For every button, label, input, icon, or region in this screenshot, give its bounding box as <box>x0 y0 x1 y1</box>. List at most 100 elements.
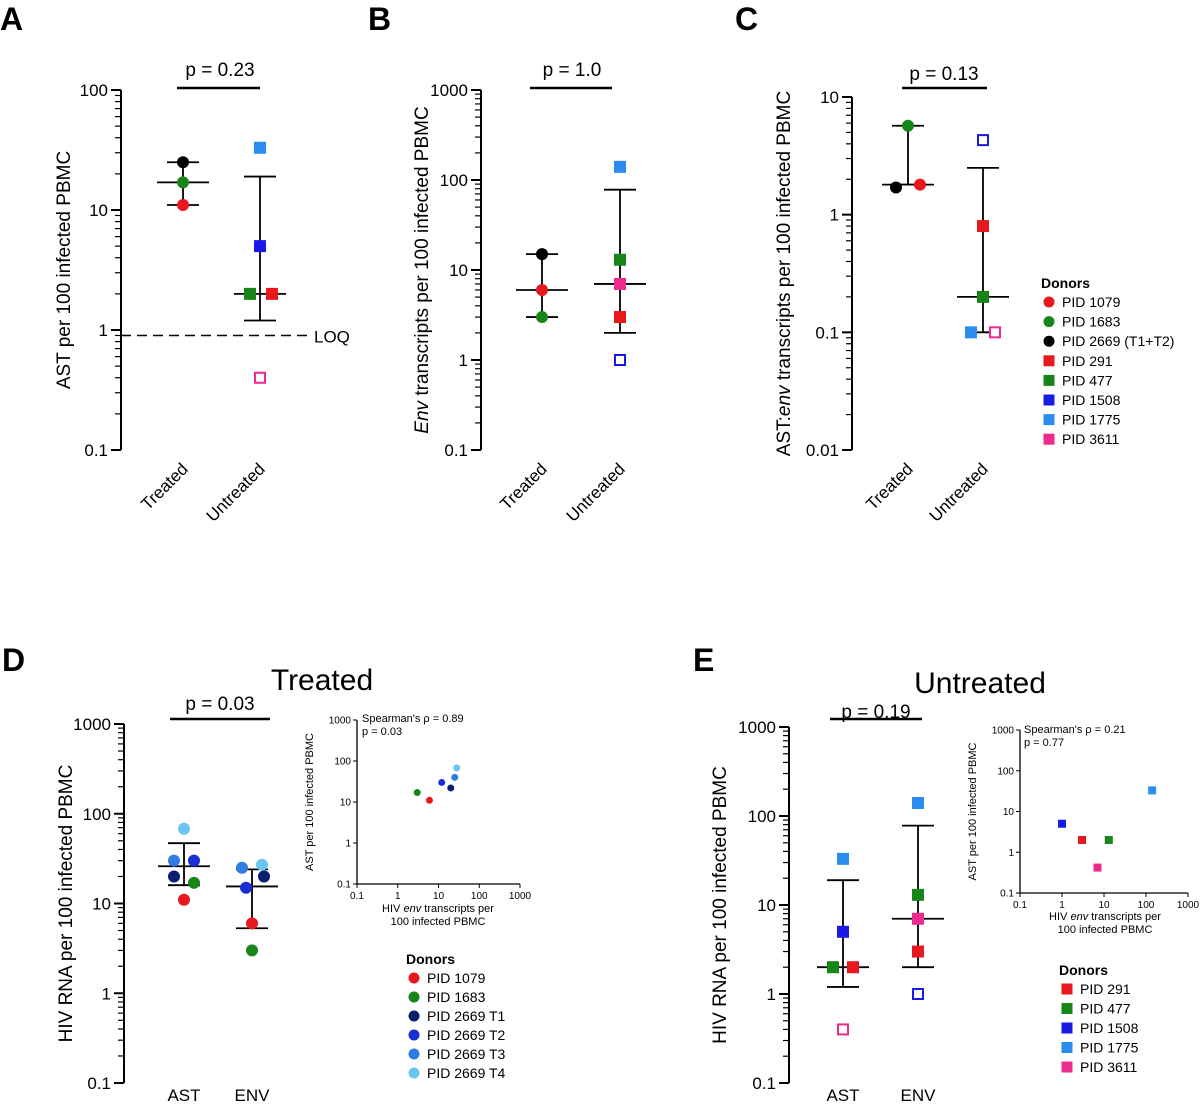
legend-d: Donors PID 1079 PID 1683 PID 2669 T1 PID 266… <box>406 951 506 1081</box>
y-tick-label: 10 <box>92 895 111 914</box>
inset-x-tick-label: 1 <box>1059 900 1065 911</box>
inset-y-label: AST per 100 infected PBMC <box>967 742 979 880</box>
inset-x-tick-label: 100 <box>471 891 488 902</box>
inset-x-tick-label: 10 <box>433 891 445 902</box>
y-tick-label: 1 <box>99 321 108 340</box>
inset-x-tick-label: 1000 <box>1177 900 1200 911</box>
legend-item-label: PID 2669 (T1+T2) <box>1062 333 1174 349</box>
inset-y-tick-label: 100 <box>997 766 1014 777</box>
inset-data-point <box>453 764 461 772</box>
inset-y-tick-label: 0.1 <box>1000 889 1014 900</box>
legend-marker <box>1061 1042 1073 1053</box>
legend-marker <box>1061 983 1073 995</box>
legend-marker <box>1043 374 1055 386</box>
inset-x-tick-label: 0.1 <box>350 891 364 902</box>
data-point <box>177 156 189 169</box>
legend-marker <box>1043 335 1055 347</box>
inset-y-tick-label: 1000 <box>329 716 352 727</box>
inset-x-label-part: env <box>1070 911 1089 923</box>
y-tick-label: 1000 <box>430 81 468 100</box>
legend-marker <box>1043 433 1055 445</box>
legend-item-label: PID 291 <box>1062 353 1113 369</box>
data-point <box>614 354 626 366</box>
inset-x-tick-label: 1000 <box>509 891 532 902</box>
legend-marker <box>408 1067 420 1079</box>
inset-y-tick-label: 1000 <box>992 726 1015 737</box>
panel-label: D <box>2 642 25 678</box>
data-point <box>256 858 268 871</box>
panel-c: C 0.01 0.1 1 10 AST:env transcripts per 100 i… <box>735 1 1009 526</box>
inset-y-tick-label: 1 <box>1008 848 1014 859</box>
inset-y-tick-label: 100 <box>334 757 351 768</box>
inset-y-label: AST per 100 infected PBMC <box>304 733 316 871</box>
data-point <box>837 852 849 865</box>
x-category-label: AST <box>826 1086 859 1105</box>
data-point <box>965 326 977 339</box>
data-point <box>188 876 200 889</box>
inset-x-label: HIV env transcripts per <box>1049 911 1161 923</box>
x-category-label: AST <box>167 1086 200 1105</box>
y-axis-label: HIV RNA per 100 infected PBMC <box>56 765 77 1043</box>
data-point <box>914 178 926 191</box>
x-category-label: ENV <box>235 1086 271 1105</box>
inset-y-tick-label: 10 <box>340 798 352 809</box>
x-category-label: Untreated <box>926 459 992 525</box>
data-point <box>254 141 266 154</box>
inset-data-point <box>1104 835 1113 844</box>
y-axis-label-part: Env <box>412 399 433 433</box>
data-point <box>246 944 258 957</box>
data-point <box>177 199 189 212</box>
legend-marker <box>1061 1022 1073 1034</box>
data-point <box>989 326 1001 339</box>
inset-x-label-line2: 100 infected PBMC <box>1058 924 1153 936</box>
legend-e: Donors PID 291 PID 477 PID 1508 PID 1775 PID … <box>1059 962 1139 1075</box>
legend-item-label: PID 1508 <box>1062 392 1121 408</box>
legend-item-label: PID 1775 <box>1080 1040 1139 1056</box>
legend-marker <box>1043 296 1055 308</box>
data-point <box>168 870 180 883</box>
legend-title: Donors <box>406 951 455 967</box>
inset-data-point <box>1093 863 1102 872</box>
legend-item-label: PID 3611 <box>1062 431 1120 447</box>
y-tick-label: 0.1 <box>752 1074 776 1093</box>
panel-label: B <box>368 1 391 37</box>
legend-item-label: PID 2669 T4 <box>427 1065 506 1081</box>
data-point <box>977 290 989 303</box>
legend-item-label: PID 3611 <box>1080 1059 1138 1075</box>
x-category-label: ENV <box>901 1086 937 1105</box>
legend-marker <box>408 1048 420 1060</box>
data-point <box>827 961 839 974</box>
inset-data-point <box>1078 835 1087 844</box>
y-tick-label: 0.1 <box>815 323 839 342</box>
legend-item-label: PID 2669 T1 <box>427 1008 506 1024</box>
legend-item-label: PID 2669 T2 <box>427 1027 506 1043</box>
x-category-label: Treated <box>862 459 916 513</box>
y-tick-label: 100 <box>440 171 468 190</box>
spearman-rho: Spearman's ρ = 0.21 <box>1024 724 1126 736</box>
inset-x-tick-label: 1 <box>395 891 401 902</box>
inset-data-point <box>438 778 446 786</box>
y-tick-label: 1000 <box>738 718 776 737</box>
legend-title: Donors <box>1041 275 1090 291</box>
x-category-label: Untreated <box>203 459 269 525</box>
inset-x-tick-label: 10 <box>1098 900 1110 911</box>
inset-data-point <box>425 796 433 804</box>
panel-a: A 0.1 1 10 100 AST per 100 infected PBMC Treat… <box>0 1 350 526</box>
panel-b: B 0.1 1 10 100 1000 Env transcripts per 100 in… <box>368 1 646 526</box>
p-value: p = 1.0 <box>543 60 602 81</box>
data-point <box>837 925 849 938</box>
legend-marker <box>408 991 420 1003</box>
data-point <box>977 220 989 233</box>
y-axis-label-part: env <box>774 384 795 416</box>
panel-label: C <box>735 1 758 37</box>
y-axis-label: HIV RNA per 100 infected PBMC <box>710 766 731 1044</box>
data-point <box>240 881 252 894</box>
inset-data-point <box>1148 786 1157 795</box>
legend-marker <box>408 1029 420 1041</box>
y-tick-label: 10 <box>820 88 839 107</box>
data-point <box>902 119 914 132</box>
p-value: p = 0.13 <box>909 64 978 85</box>
legend-marker <box>408 1010 420 1022</box>
inset-x-label-part: transcripts per <box>421 903 494 915</box>
